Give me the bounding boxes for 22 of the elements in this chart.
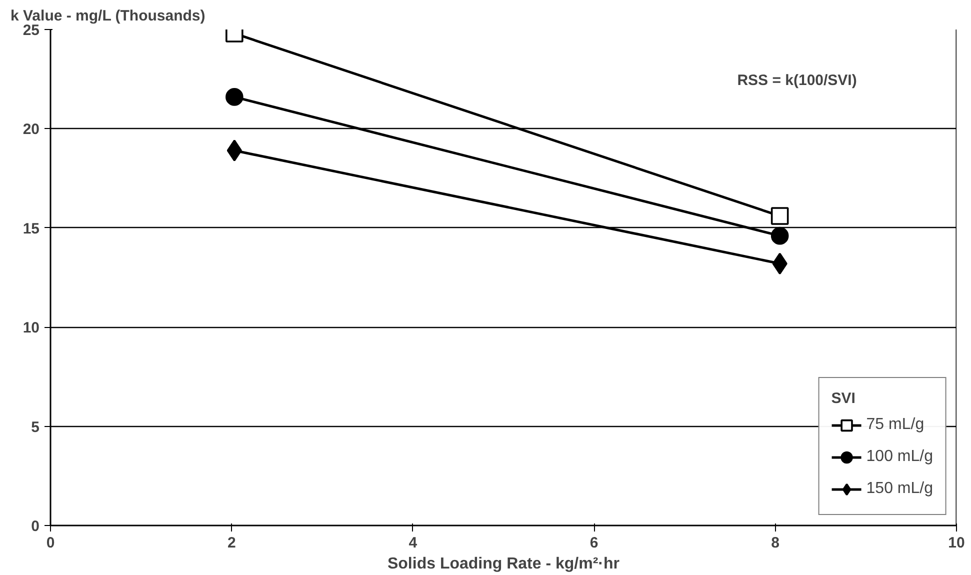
annotation: RSS = k(100/SVI) bbox=[737, 72, 857, 90]
y-tick-label: 20 bbox=[22, 121, 40, 138]
x-tick-label: 10 bbox=[948, 534, 965, 552]
x-tick-label: 6 bbox=[590, 534, 598, 552]
x-tick-label: 2 bbox=[228, 534, 236, 552]
y-tick-label: 25 bbox=[22, 22, 40, 39]
point bbox=[226, 88, 244, 106]
x-axis-title: Solids Loading Rate - kg/m²·hr bbox=[387, 556, 620, 572]
legend-label: 75 mL/g bbox=[866, 416, 924, 434]
legend-label: 150 mL/g bbox=[866, 480, 933, 498]
y-axis-title: k Value - mg/L (Thousands) bbox=[10, 8, 206, 24]
y-tick-label: 5 bbox=[31, 418, 40, 436]
x-tick-label: 0 bbox=[46, 534, 55, 552]
legend-title: SVI bbox=[831, 390, 856, 407]
y-tick-label: 0 bbox=[31, 518, 40, 535]
y-tick-label: 15 bbox=[22, 220, 40, 238]
x-tick-label: 4 bbox=[408, 534, 418, 552]
x-tick-label: 8 bbox=[771, 534, 780, 552]
point bbox=[770, 207, 789, 225]
y-tick-label: 10 bbox=[22, 320, 40, 337]
legend-label: 100 mL/g bbox=[866, 448, 933, 466]
point bbox=[770, 226, 789, 245]
